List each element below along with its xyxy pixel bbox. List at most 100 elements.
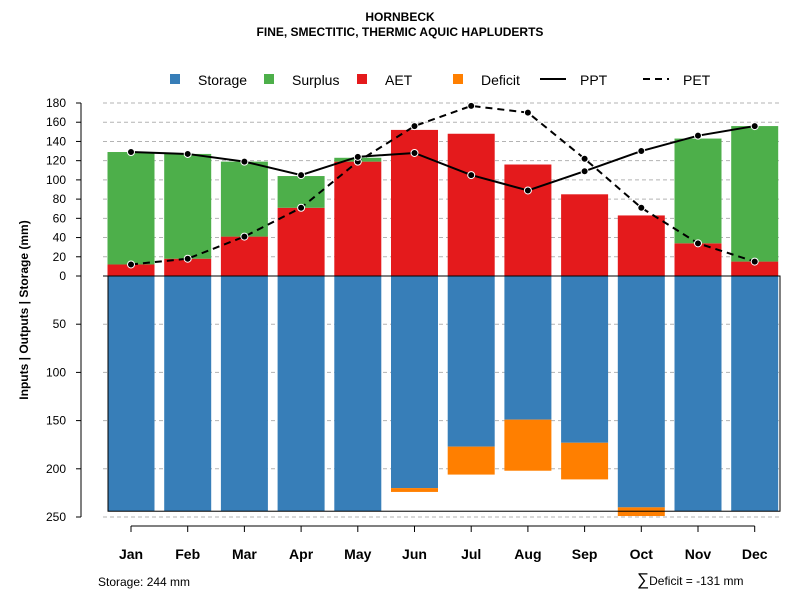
legend-label-deficit: Deficit (481, 72, 520, 88)
y-tick-label-upper-80: 80 (53, 192, 67, 206)
ppt-point-aug (523, 186, 532, 195)
x-tick-label-may: May (344, 546, 371, 562)
sum-symbol: ∑ (637, 570, 650, 589)
legend-label-pet: PET (683, 72, 711, 88)
aet-bar-sep (561, 194, 609, 276)
x-tick-label-dec: Dec (742, 546, 768, 562)
pet-point-nov (694, 239, 702, 248)
y-tick-label-upper-120: 120 (46, 154, 66, 168)
legend-label-ppt: PPT (580, 72, 608, 88)
legend-swatch-storage (170, 74, 180, 84)
storage-bar-nov (674, 276, 722, 512)
y-tick-label-upper-180: 180 (46, 96, 66, 110)
x-tick-label-mar: Mar (232, 546, 257, 562)
y-tick-label-lower-50: 50 (53, 317, 67, 331)
ppt-point-sep (580, 167, 589, 176)
deficit-footer: ∑Deficit = -131 mm (637, 570, 743, 590)
deficit-bar-sep (561, 442, 609, 480)
pet-point-jul (467, 101, 476, 110)
y-tick-label-upper-100: 100 (46, 173, 66, 187)
aet-bar-nov (674, 243, 722, 276)
aet-bar-aug (504, 164, 552, 276)
y-tick-label-upper-140: 140 (46, 134, 66, 148)
storage-bar-mar (220, 276, 268, 512)
legend-swatch-surplus (264, 74, 274, 84)
x-tick-label-jun: Jun (402, 546, 427, 562)
surplus-bar-apr (277, 176, 325, 208)
chart-subtitle: FINE, SMECTITIC, THERMIC AQUIC HAPLUDERT… (256, 25, 544, 39)
y-tick-label-lower-250: 250 (46, 510, 66, 524)
legend-swatch-aet (357, 74, 367, 84)
aet-bar-may (334, 161, 382, 276)
y-tick-label-lower-100: 100 (46, 365, 66, 379)
y-tick-label-upper-60: 60 (53, 211, 67, 225)
legend-label-storage: Storage (198, 72, 247, 88)
ppt-line (130, 125, 755, 192)
deficit-bar-aug (504, 419, 552, 471)
x-tick-label-aug: Aug (514, 546, 541, 562)
legend-label-surplus: Surplus (292, 72, 339, 88)
ppt-point-nov (694, 131, 702, 140)
pet-point-feb (183, 254, 192, 263)
surplus-bar-dec (731, 126, 779, 262)
aet-bar-jan (107, 264, 155, 276)
y-tick-label-upper-160: 160 (46, 115, 66, 129)
aet-bar-jul (447, 133, 495, 276)
storage-bar-oct (617, 276, 665, 508)
aet-bar-dec (731, 261, 779, 276)
ppt-point-feb (183, 149, 192, 158)
storage-bar-may (334, 276, 382, 512)
pet-point-mar (240, 232, 249, 241)
storage-bar-jan (107, 276, 155, 512)
legend-label-aet: AET (385, 72, 413, 88)
aet-bar-apr (277, 207, 325, 276)
pet-point-apr (297, 203, 306, 212)
pet-point-jun (410, 122, 419, 131)
deficit-bar-jul (447, 446, 495, 475)
storage-bar-jul (447, 276, 495, 447)
pet-point-dec (750, 257, 759, 266)
storage-bar-dec (731, 276, 779, 512)
ppt-point-jan (127, 148, 135, 157)
storage-bar-jun (391, 276, 438, 489)
pet-point-aug (523, 108, 532, 117)
aet-bar-feb (164, 258, 212, 276)
pet-line (130, 104, 756, 266)
aet-bar-oct (617, 215, 665, 276)
y-tick-label-upper-40: 40 (53, 231, 67, 245)
x-tick-label-jul: Jul (461, 546, 481, 562)
surplus-bar-mar (220, 161, 268, 237)
ppt-point-dec (750, 122, 759, 131)
surplus-bar-jan (107, 152, 155, 265)
y-tick-label-lower-200: 200 (46, 462, 66, 476)
y-axis-label: Inputs | Outputs | Storage (mm) (17, 220, 31, 399)
ppt-point-oct (637, 147, 646, 156)
y-tick-label-upper-20: 20 (53, 250, 67, 264)
pet-point-jan (127, 260, 135, 269)
storage-footer: Storage: 244 mm (98, 575, 191, 589)
x-tick-label-jan: Jan (119, 546, 143, 562)
surplus-bar-nov (674, 138, 722, 244)
pet-point-sep (580, 154, 589, 163)
x-tick-label-nov: Nov (685, 546, 712, 562)
x-tick-label-oct: Oct (630, 546, 654, 562)
ppt-point-may (353, 152, 362, 161)
ppt-point-jun (410, 148, 419, 157)
storage-bar-aug (504, 276, 552, 420)
chart-title: HORNBECK (365, 10, 435, 24)
storage-bar-feb (164, 276, 212, 512)
storage-bar-sep (561, 276, 609, 443)
storage-bar-apr (277, 276, 325, 512)
y-tick-label-upper-0: 0 (59, 269, 66, 283)
surplus-bar-feb (164, 153, 212, 259)
legend-swatch-deficit (453, 74, 463, 84)
y-tick-label-lower-150: 150 (46, 414, 66, 428)
x-tick-label-feb: Feb (175, 546, 200, 562)
x-tick-label-apr: Apr (289, 546, 314, 562)
ppt-point-apr (297, 171, 306, 180)
deficit-bar-jun (391, 488, 438, 492)
deficit-footer-text: Deficit = -131 mm (649, 574, 744, 588)
ppt-point-jul (467, 171, 476, 180)
x-tick-label-sep: Sep (572, 546, 598, 562)
